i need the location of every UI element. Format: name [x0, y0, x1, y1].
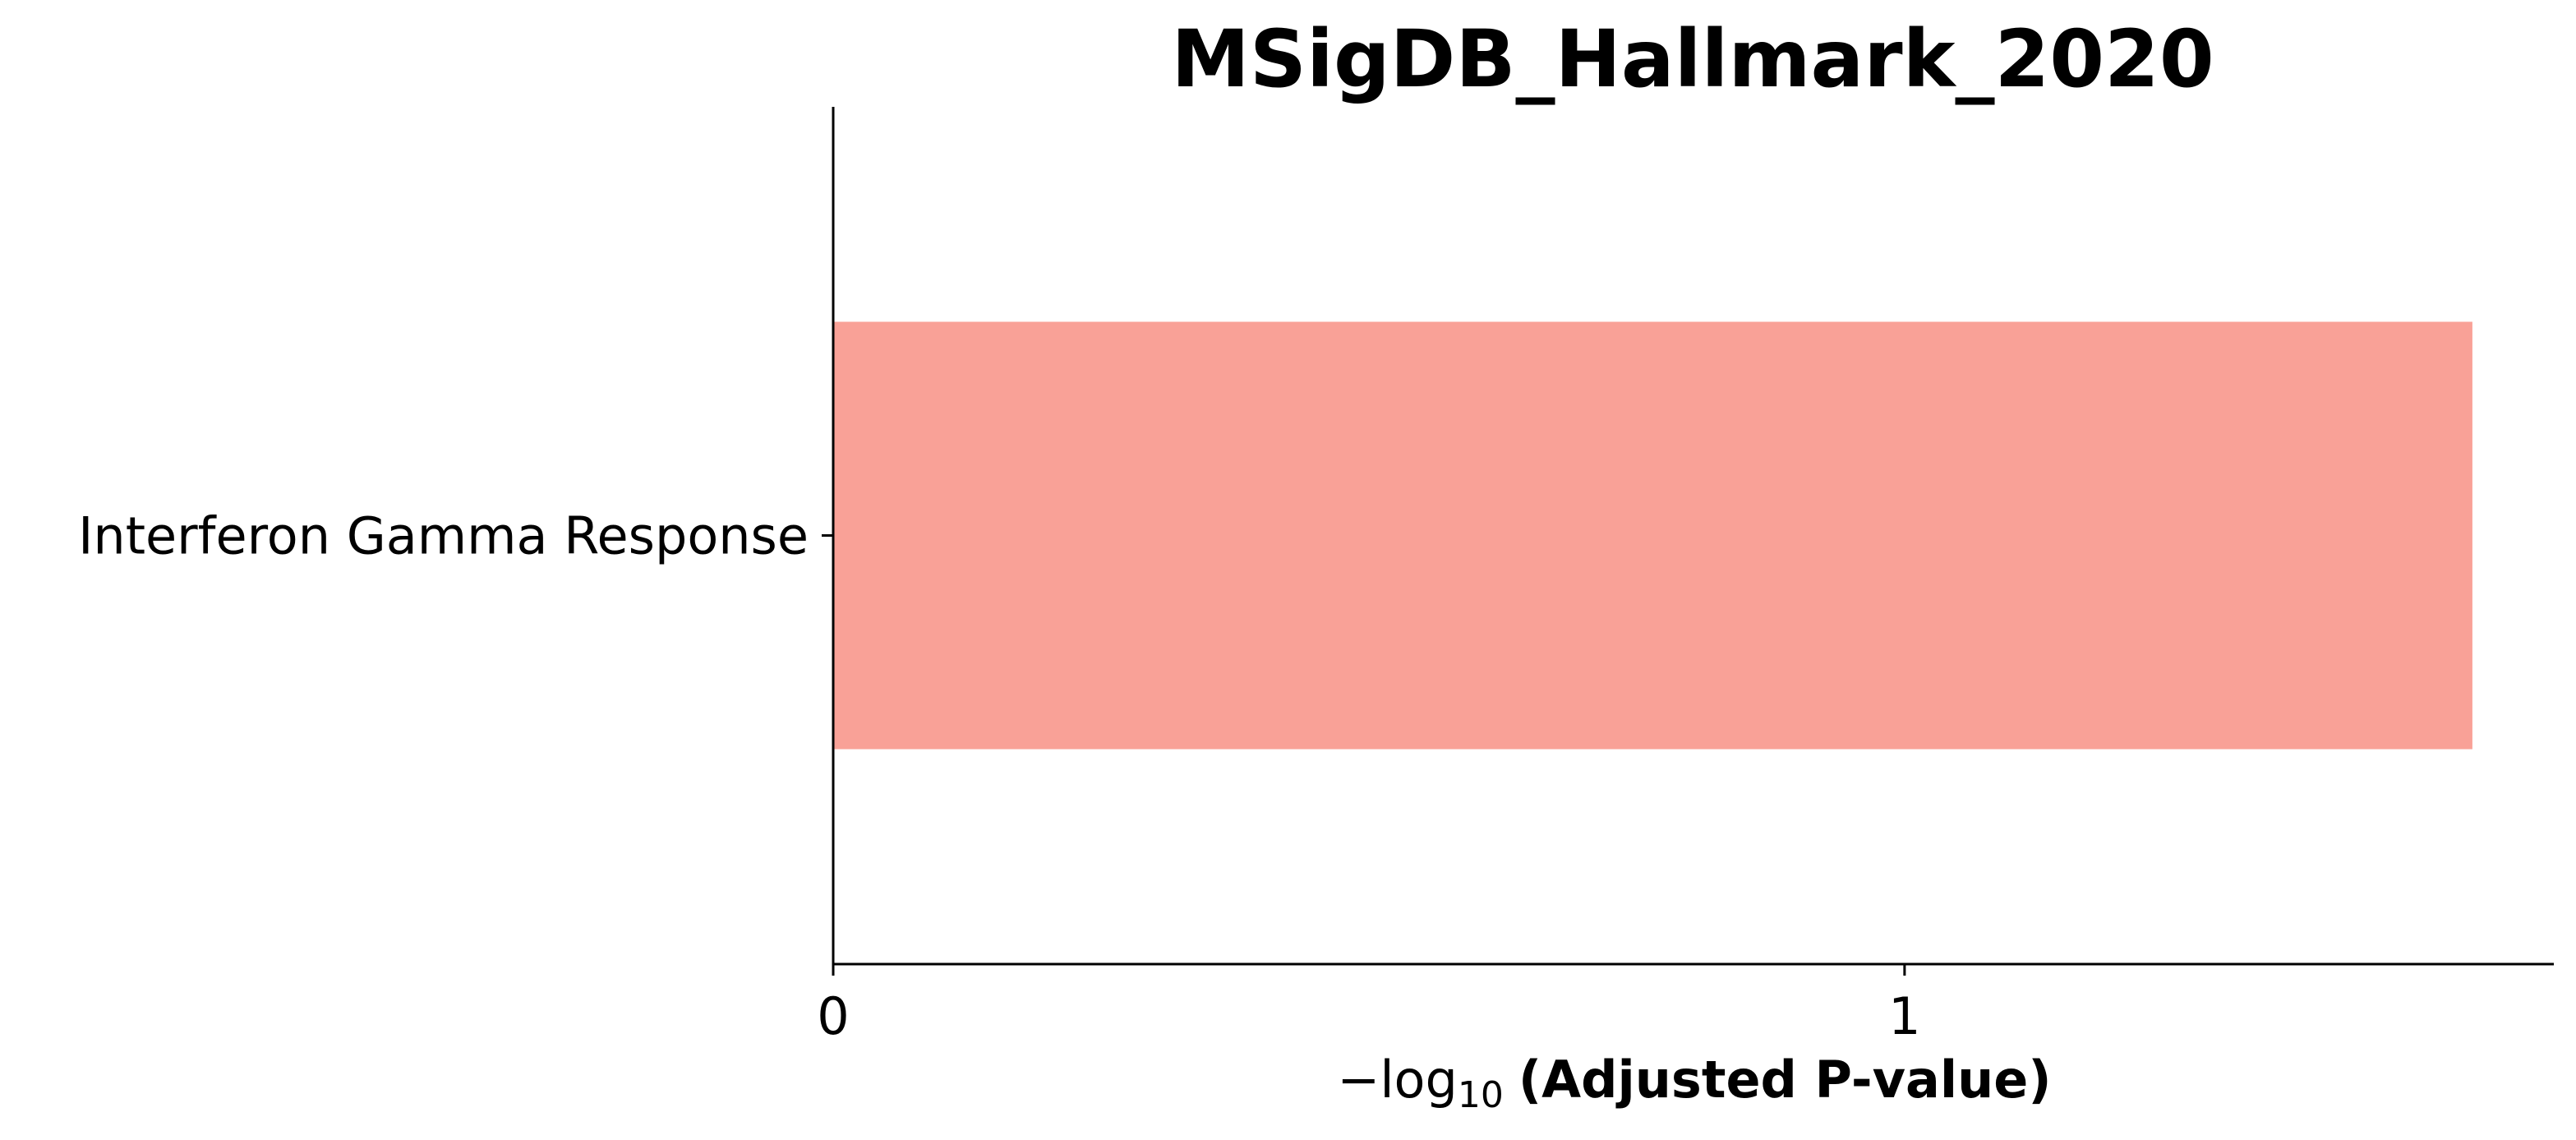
- x-axis-label: −log10 (Adjusted P-value): [1337, 1050, 2051, 1116]
- x-axis-label-prefix: −log: [1337, 1050, 1457, 1110]
- x-axis-label-subscript: 10: [1458, 1074, 1504, 1116]
- y-tick-label: Interferon Gamma Response: [78, 506, 809, 566]
- chart-title: MSigDB_Hallmark_2020: [1171, 13, 2214, 105]
- x-tick-label: 0: [817, 986, 849, 1046]
- bar-0: [833, 321, 2472, 750]
- x-axis-label-main: (Adjusted P-value): [1518, 1050, 2052, 1110]
- bars-layer: [833, 321, 2472, 750]
- y-ticks-layer: Interferon Gamma Response: [78, 506, 833, 566]
- x-tick-label: 1: [1888, 986, 1920, 1046]
